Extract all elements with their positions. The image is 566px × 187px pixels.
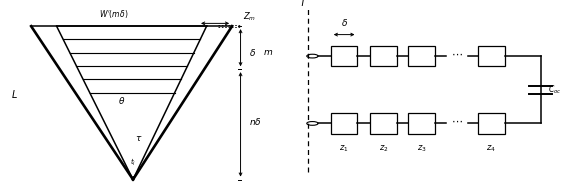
- Text: $\delta$: $\delta$: [341, 17, 348, 28]
- Bar: [371, 113, 397, 134]
- Bar: [331, 46, 358, 66]
- Bar: [409, 113, 435, 134]
- Text: $T$: $T$: [298, 0, 307, 8]
- Bar: [371, 46, 397, 66]
- Text: $n\delta$: $n\delta$: [249, 116, 262, 127]
- Bar: [478, 113, 505, 134]
- Text: $Z_m$: $Z_m$: [243, 11, 256, 23]
- Text: $\cdots$: $\cdots$: [452, 48, 463, 58]
- Bar: [331, 113, 358, 134]
- Bar: [409, 46, 435, 66]
- Text: $W'(m\delta)$: $W'(m\delta)$: [98, 8, 128, 20]
- Text: $t_i$: $t_i$: [130, 157, 136, 168]
- Text: $z_1$: $z_1$: [340, 143, 349, 154]
- Text: $\delta$: $\delta$: [249, 47, 256, 58]
- Text: $z_2$: $z_2$: [379, 143, 388, 154]
- Text: $L$: $L$: [11, 88, 18, 99]
- Text: $m$: $m$: [263, 48, 273, 57]
- Text: $z_4$: $z_4$: [486, 143, 496, 154]
- Text: $z_3$: $z_3$: [417, 143, 427, 154]
- Bar: [478, 46, 505, 66]
- Text: $\theta$: $\theta$: [118, 96, 125, 106]
- Text: $C_{oc}$: $C_{oc}$: [548, 84, 561, 96]
- Text: $\cdots$: $\cdots$: [452, 116, 463, 126]
- Text: $\tau$: $\tau$: [135, 134, 143, 143]
